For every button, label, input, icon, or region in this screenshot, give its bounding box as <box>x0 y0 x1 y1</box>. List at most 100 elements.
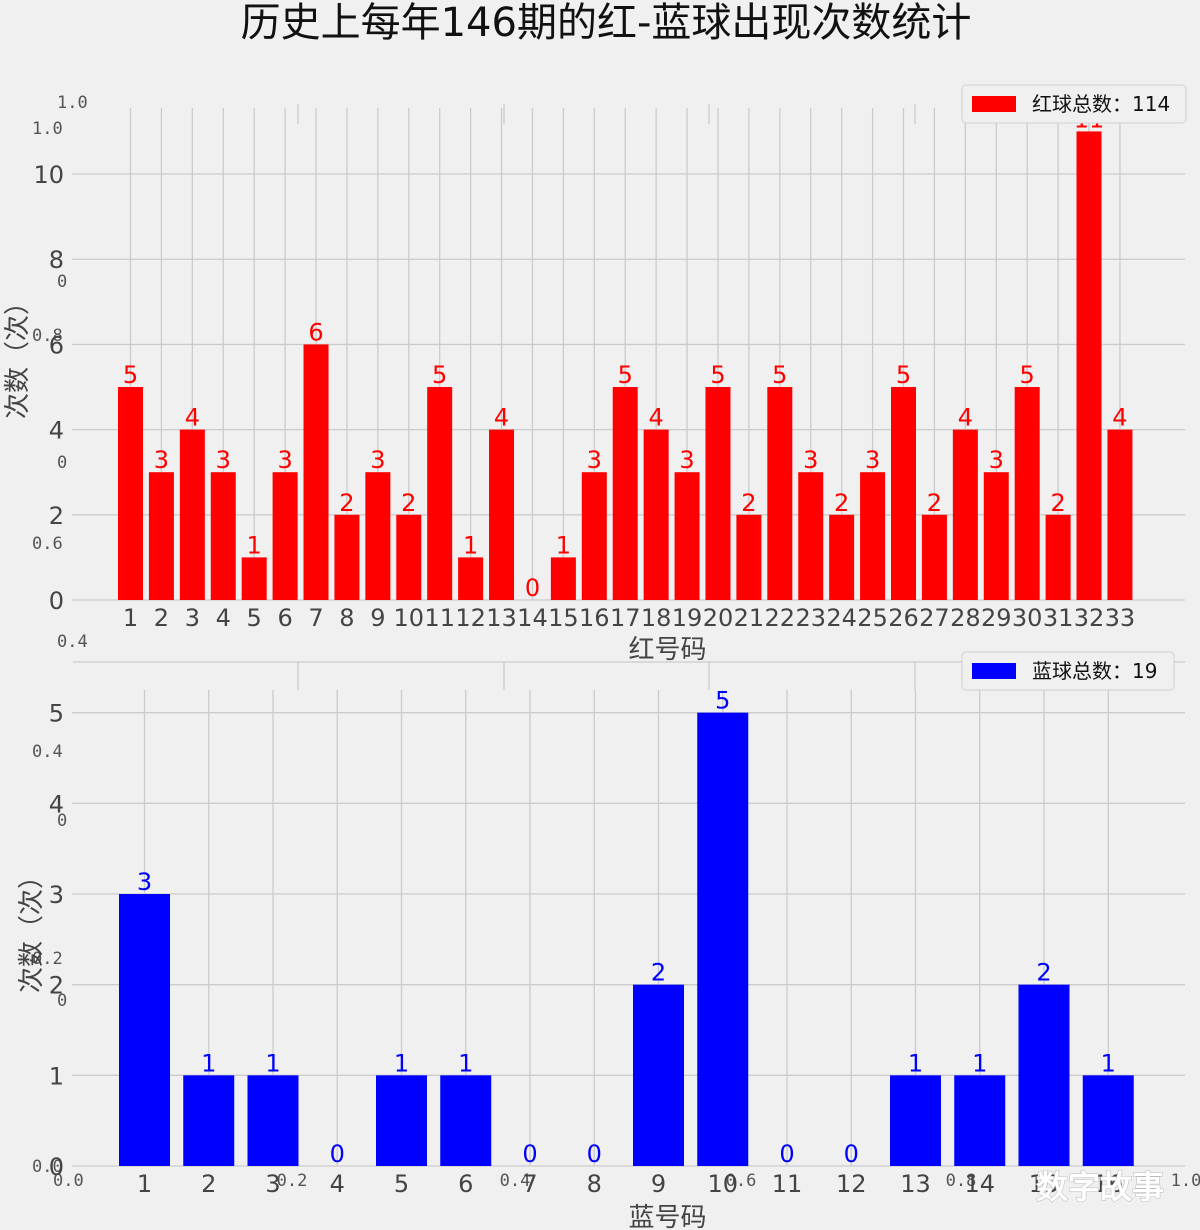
bar <box>1018 984 1070 1166</box>
x-tick-label: 13 <box>900 1170 931 1198</box>
x-tick-label: 18 <box>641 604 672 632</box>
x-tick-label: 8 <box>587 1170 602 1198</box>
x-tick-label: 32 <box>1074 604 1105 632</box>
bar <box>890 1075 941 1166</box>
ghost-axis-tick: 1.0 <box>57 93 88 113</box>
x-tick-label: 22 <box>765 604 796 632</box>
x-tick-label: 2 <box>201 1170 216 1198</box>
bar <box>1076 131 1102 600</box>
data-label: 1 <box>458 1049 473 1077</box>
y-tick-label: 3 <box>49 881 64 909</box>
x-tick-label: 11 <box>424 604 455 632</box>
data-label: 3 <box>679 446 694 474</box>
bar <box>983 472 1009 600</box>
bar <box>489 429 515 600</box>
data-label: 3 <box>277 446 292 474</box>
bar <box>1045 514 1071 600</box>
data-label: 1 <box>201 1049 216 1077</box>
x-tick-label: 19 <box>672 604 703 632</box>
data-label: 1 <box>908 1049 923 1077</box>
x-tick-label: 7 <box>522 1170 537 1198</box>
ghost-axis-tick: 0 <box>57 272 67 292</box>
x-tick-label: 16 <box>579 604 610 632</box>
y-tick-label: 1 <box>49 1062 64 1090</box>
ghost-axis-tick: 0.4 <box>57 632 88 652</box>
bar <box>241 557 267 600</box>
ghost-axis-tick: 0.2 <box>32 949 63 969</box>
bar <box>860 472 886 600</box>
data-label: 0 <box>330 1140 345 1168</box>
chart-title: 历史上每年146期的红-蓝球出现次数统计 <box>241 0 972 46</box>
x-tick-label: 10 <box>394 604 425 632</box>
data-label: 5 <box>715 687 730 715</box>
x-tick-label: 5 <box>394 1170 409 1198</box>
ghost-axis-tick: 0 <box>57 991 67 1011</box>
data-label: 2 <box>834 489 849 517</box>
x-tick-label: 1 <box>137 1170 152 1198</box>
legend-swatch <box>972 96 1016 112</box>
ghost-axis-tick: 0.6 <box>32 534 63 554</box>
bar <box>396 514 422 600</box>
data-label: 5 <box>772 361 787 389</box>
y-tick-label: 0 <box>49 587 64 615</box>
y-axis-label: 次数（次） <box>3 289 33 419</box>
bar <box>705 387 731 600</box>
bar <box>179 429 205 600</box>
data-label: 2 <box>927 489 942 517</box>
bar <box>148 472 174 600</box>
data-label: 3 <box>137 868 152 896</box>
x-axis-label: 蓝号码 <box>628 1203 706 1230</box>
y-tick-label: 4 <box>49 417 64 445</box>
data-label: 0 <box>522 1140 537 1168</box>
x-tick-label: 11 <box>772 1170 803 1198</box>
y-tick-label: 5 <box>49 700 64 728</box>
ghost-axis-tick: 0.8 <box>32 326 63 346</box>
bar <box>736 514 762 600</box>
x-tick-label: 4 <box>216 604 231 632</box>
data-label: 0 <box>525 574 540 602</box>
data-label: 5 <box>1020 361 1035 389</box>
data-label: 4 <box>648 404 663 432</box>
x-tick-label: 6 <box>458 1170 473 1198</box>
legend-box <box>961 84 1187 124</box>
x-tick-label: 24 <box>826 604 857 632</box>
data-label: 5 <box>896 361 911 389</box>
data-label: 6 <box>308 318 323 346</box>
bar <box>458 557 484 600</box>
legend-box <box>961 651 1175 691</box>
data-label: 4 <box>958 404 973 432</box>
legend-label: 红球总数：114 <box>1032 92 1170 116</box>
bar <box>954 1075 1006 1166</box>
data-label: 4 <box>185 404 200 432</box>
x-tick-label: 2 <box>154 604 169 632</box>
data-label: 1 <box>265 1049 280 1077</box>
data-label: 3 <box>370 446 385 474</box>
x-tick-label: 1 <box>123 604 138 632</box>
bar <box>697 712 749 1166</box>
bar <box>440 1075 492 1166</box>
x-tick-label: 20 <box>703 604 734 632</box>
y-tick-label: 4 <box>49 790 64 818</box>
data-label: 2 <box>1036 959 1051 987</box>
data-label: 2 <box>741 489 756 517</box>
x-tick-label: 16 <box>1093 1170 1124 1198</box>
bar <box>247 1075 299 1166</box>
bar <box>303 344 329 600</box>
bar <box>829 514 855 600</box>
y-tick-label: 2 <box>49 972 64 1000</box>
bar <box>334 514 360 600</box>
data-label: 3 <box>216 446 231 474</box>
bar <box>612 387 638 600</box>
ghost-axis-tick: 0.8 <box>946 1171 977 1191</box>
ghost-axis-tick: 0.2 <box>277 1171 308 1191</box>
data-label: 1 <box>463 531 478 559</box>
data-label: 5 <box>432 361 447 389</box>
x-tick-label: 27 <box>919 604 950 632</box>
legend-label: 蓝球总数：19 <box>1032 659 1157 683</box>
x-tick-label: 6 <box>277 604 292 632</box>
bar <box>1082 1075 1134 1166</box>
bar <box>581 472 607 600</box>
